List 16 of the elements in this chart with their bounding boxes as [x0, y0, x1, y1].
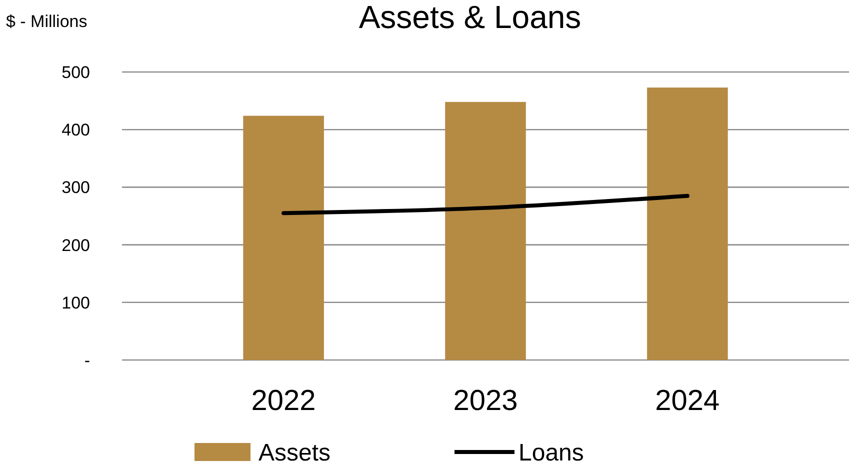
- legend-label: Assets: [258, 439, 331, 466]
- x-tick-label: 2024: [655, 385, 720, 417]
- x-tick-label: 2022: [251, 385, 316, 417]
- y-tick-label: 200: [62, 236, 90, 255]
- y-tick-label: 500: [62, 62, 90, 82]
- y-tick-label: -: [84, 350, 90, 370]
- bar: [647, 88, 728, 360]
- y-tick-label: 400: [62, 120, 90, 140]
- legend-label: Loans: [518, 439, 584, 466]
- x-tick-label: 2023: [453, 385, 518, 417]
- y-tick-label: 100: [62, 293, 90, 312]
- chart-title: Assets & Loans: [358, 0, 582, 35]
- y-axis-title: $ - Millions: [6, 12, 88, 31]
- y-tick-label: 300: [62, 178, 90, 198]
- bar: [445, 102, 526, 360]
- bar: [243, 116, 324, 360]
